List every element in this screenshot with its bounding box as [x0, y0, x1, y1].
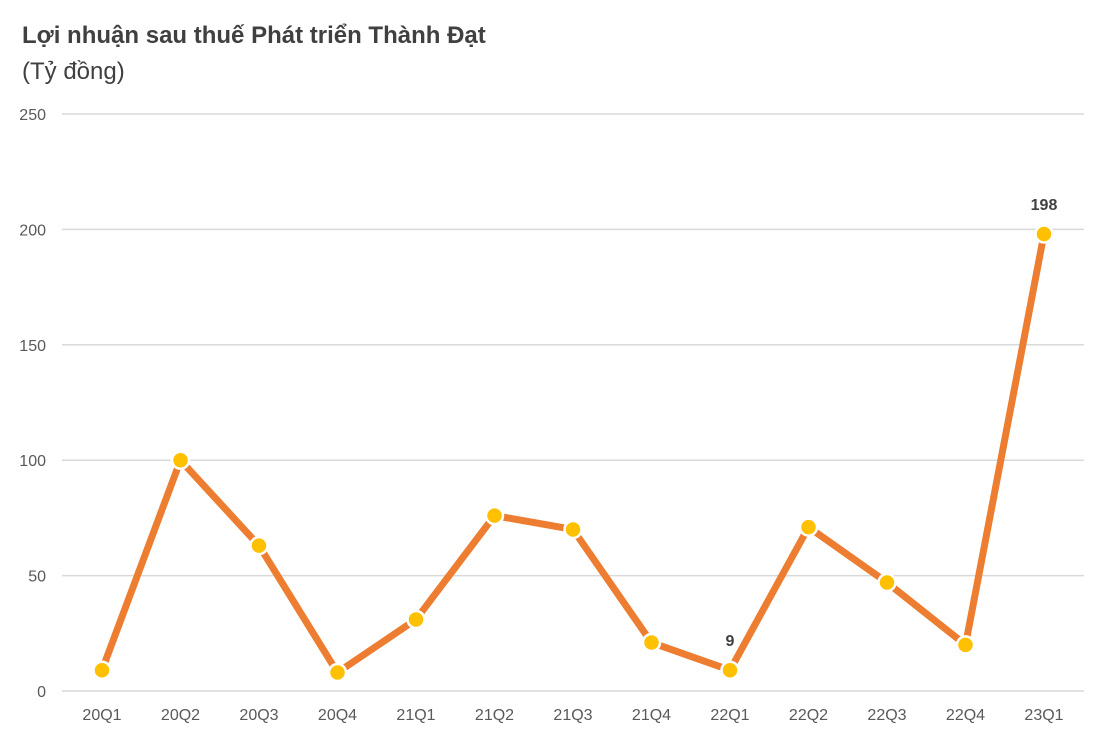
series-line — [98, 230, 1048, 677]
x-tick-label: 22Q3 — [867, 707, 906, 724]
chart-subtitle: (Tỷ đồng) — [22, 58, 125, 85]
x-tick-label: 20Q4 — [318, 707, 357, 724]
y-tick-label: 150 — [19, 338, 46, 355]
y-tick-label: 0 — [37, 684, 46, 701]
x-tick-label: 22Q2 — [789, 707, 828, 724]
series-markers — [92, 224, 1054, 683]
data-point-marker — [955, 635, 976, 655]
data-point-marker — [641, 632, 662, 653]
data-point-marker — [877, 572, 897, 593]
gridlines — [62, 113, 1084, 692]
x-tick-label: 20Q3 — [239, 707, 278, 724]
y-tick-label: 100 — [19, 453, 46, 470]
series-line-path — [98, 230, 1048, 677]
data-point-marker — [720, 660, 740, 680]
data-point-marker — [406, 609, 426, 630]
x-tick-label: 20Q1 — [82, 707, 121, 724]
data-point-marker — [92, 660, 112, 680]
data-point-marker — [327, 662, 348, 683]
data-label: 9 — [726, 633, 735, 650]
data-point-marker — [798, 517, 819, 537]
x-tick-label: 22Q4 — [946, 707, 985, 724]
x-tick-label: 21Q1 — [396, 707, 435, 724]
data-point-marker — [1034, 224, 1054, 244]
data-point-marker — [249, 535, 269, 556]
data-point-marker — [484, 505, 505, 526]
y-tick-label: 50 — [28, 569, 46, 586]
y-tick-label: 200 — [19, 222, 46, 239]
x-tick-label: 23Q1 — [1024, 707, 1063, 724]
data-label: 198 — [1031, 197, 1058, 214]
x-axis-ticks: 20Q1 20Q2 20Q3 20Q4 21Q1 21Q2 21Q3 21Q4 22Q1 22Q2… — [82, 707, 1063, 724]
x-tick-label: 22Q1 — [710, 707, 749, 724]
data-point-marker — [170, 450, 191, 470]
x-tick-label: 20Q2 — [161, 707, 200, 724]
x-tick-label: 21Q2 — [475, 707, 514, 724]
data-labels: 9 198 — [726, 197, 1058, 650]
x-tick-label: 21Q3 — [553, 707, 592, 724]
x-tick-label: 21Q4 — [632, 707, 671, 724]
y-axis-ticks: 0 50 100 150 200 250 — [19, 107, 46, 701]
chart-title: Lợi nhuận sau thuế Phát triển Thành Đạt — [22, 22, 486, 49]
data-point-marker — [563, 519, 583, 540]
y-tick-label: 250 — [19, 107, 46, 124]
